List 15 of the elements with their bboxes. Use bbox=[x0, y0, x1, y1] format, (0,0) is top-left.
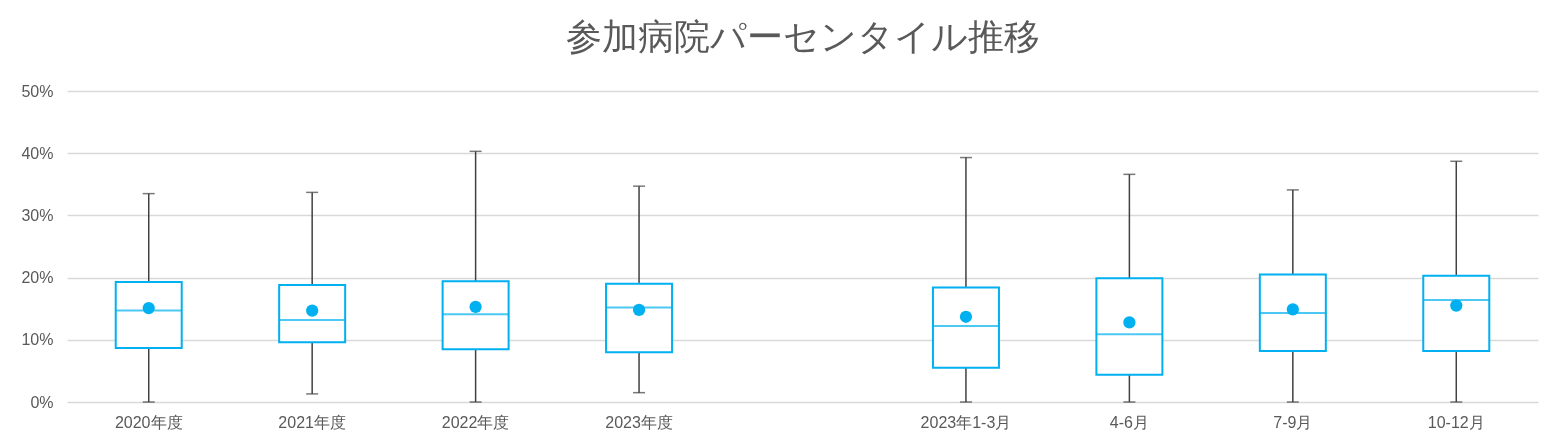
x-tick-label: 2022年度 bbox=[441, 413, 510, 431]
x-tick-label: 7-9月 bbox=[1273, 413, 1313, 431]
x-tick-label: 2023年度 bbox=[605, 413, 673, 431]
x-tick-label: 2020年度 bbox=[114, 413, 183, 431]
y-tick-label: 20% bbox=[21, 269, 54, 287]
x-tick-label: 10-12月 bbox=[1427, 413, 1485, 431]
x-tick-label: 2021年度 bbox=[278, 413, 346, 431]
y-tick-label: 50% bbox=[21, 82, 54, 100]
chart-title: 参加病院パーセンタイル推移 bbox=[565, 16, 1040, 57]
y-tick-label: 30% bbox=[21, 206, 54, 224]
x-tick-label: 2023年1-3月 bbox=[920, 413, 1012, 431]
x-tick-label: 4-6月 bbox=[1109, 413, 1149, 431]
y-tick-label: 40% bbox=[21, 144, 54, 162]
y-tick-label: 10% bbox=[21, 331, 54, 349]
y-tick-label: 0% bbox=[30, 393, 54, 411]
